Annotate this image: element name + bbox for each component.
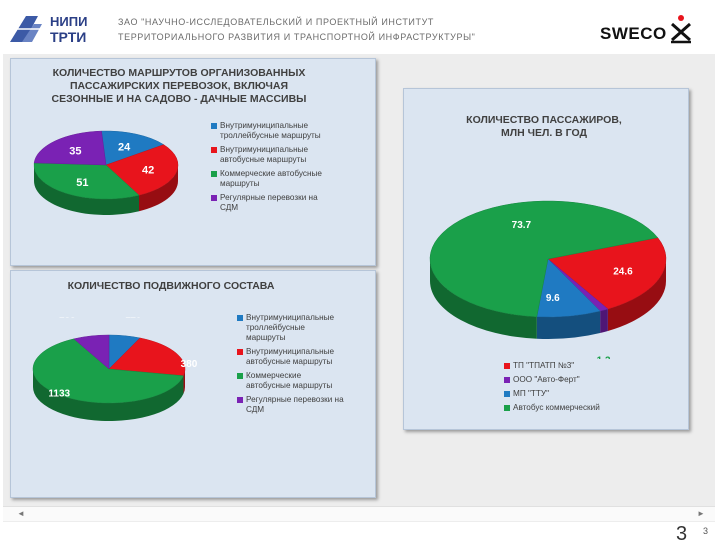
legend-swatch-blue (504, 391, 510, 397)
pie-slice (73, 334, 110, 370)
legend-swatch-blue (237, 315, 243, 321)
routes-chart-panel: КОЛИЧЕСТВО МАРШРУТОВ ОРГАНИЗОВАННЫХ ПАСС… (10, 58, 376, 266)
passengers-chart-title: КОЛИЧЕСТВО ПАССАЖИРОВ, МЛН ЧЕЛ. В ГОД (424, 114, 664, 140)
legend-item-commercial: Коммерческие автобусные маршруты (237, 371, 372, 391)
slide-number: 3 (676, 523, 688, 545)
fleet-chart-panel: КОЛИЧЕСТВО ПОДВИЖНОГО СОСТАВА 118 380 1133… (10, 270, 376, 498)
pie-slice (547, 237, 667, 310)
pie-slice (33, 130, 107, 166)
legend-swatch-red (504, 363, 510, 369)
pie-slice-side (34, 165, 140, 215)
pie-slice-side (536, 311, 601, 339)
sweco-emblem-icon (671, 15, 691, 44)
fleet-pie-chart: 118 380 1133 135 (32, 317, 198, 421)
legend-swatch-purple (211, 195, 217, 201)
legend-swatch-purple (237, 397, 243, 403)
scroll-right-arrow-icon[interactable]: ► (697, 509, 705, 518)
legend-item-commercial-bus: Автобус коммерческий (504, 403, 674, 413)
legend-swatch-red (237, 349, 243, 355)
passengers-legend: ТП "ТПАТП №3" ООО "Авто-Ферт" МП "ТТУ" А… (504, 361, 674, 417)
pie-slice-side (600, 308, 608, 334)
legend-swatch-green (504, 405, 510, 411)
pie-value-label: 118 (125, 317, 142, 320)
pie-value-label: 24 (118, 141, 131, 153)
org-line-1: ЗАО "НАУЧНО-ИССЛЕДОВАТЕЛЬСКИЙ И ПРОЕКТНЫ… (118, 17, 435, 27)
pie-value-label: 1.3 (597, 356, 611, 359)
routes-title-line-3: СЕЗОННЫЕ И НА САДОВО - ДАЧНЫЕ МАССИВЫ (51, 93, 307, 105)
org-line-2: ТЕРРИТОРИАЛЬНОГО РАЗВИТИЯ И ТРАНСПОРТНОЙ… (118, 32, 476, 42)
organization-name: ЗАО "НАУЧНО-ИССЛЕДОВАТЕЛЬСКИЙ И ПРОЕКТНЫ… (118, 15, 475, 45)
legend-item-avto-fert: ООО "Авто-Ферт" (504, 375, 674, 385)
fleet-legend: Внутримуниципальные троллейбусные маршруты… (237, 313, 372, 419)
pie-value-label: 35 (69, 146, 81, 158)
legend-swatch-purple (504, 377, 510, 383)
horizontal-scrollbar[interactable]: ◄ ► (3, 506, 715, 521)
nipi-trti-logo: НИПИ ТРТИ (8, 12, 103, 46)
pie-value-label: 1133 (48, 389, 70, 400)
legend-item-trolleybus: Внутримуниципальные троллейбусные маршрут… (211, 121, 371, 141)
pie-value-label: 380 (181, 359, 198, 370)
passengers-title-line-1: КОЛИЧЕСТВО ПАССАЖИРОВ, (466, 114, 622, 126)
sweco-logo: SWECO (600, 14, 696, 46)
passengers-title-line-2: МЛН ЧЕЛ. В ГОД (500, 127, 588, 139)
fleet-title-line-1: КОЛИЧЕСТВО ПОДВИЖНОГО СОСТАВА (67, 280, 275, 292)
legend-item-sdm: Регулярные перевозки на СДМ (211, 193, 371, 213)
pie-value-label: 73.7 (512, 220, 532, 231)
pie-slice-side (430, 259, 537, 339)
pie-value-label: 24.6 (613, 266, 633, 277)
pie-value-label: 51 (76, 177, 88, 189)
pie-slice (33, 162, 140, 200)
routes-pie-chart: 24 42 51 35 (33, 130, 179, 215)
pie-slice (105, 144, 179, 196)
legend-item-ttu: МП "ТТУ" (504, 389, 674, 399)
legend-swatch-blue (211, 123, 217, 129)
routes-legend: Внутримуниципальные троллейбусные маршрут… (211, 121, 371, 217)
scroll-left-arrow-icon[interactable]: ◄ (17, 509, 25, 518)
pie-value-label: 42 (142, 165, 154, 177)
pie-slice (101, 130, 165, 166)
legend-swatch-green (211, 171, 217, 177)
legend-item-commercial: Коммерческие автобусные маршруты (211, 169, 371, 189)
passengers-pie-chart: 24.6 1.3 9.6 73.7 (429, 200, 667, 359)
page-number: 3 (703, 526, 709, 536)
routes-title-line-2: ПАССАЖИРСКИХ ПЕРЕВОЗОК, ВКЛЮЧАЯ (69, 80, 289, 92)
pie-value-label: 9.6 (546, 293, 560, 304)
pie-slice (32, 338, 184, 404)
legend-item-sdm: Регулярные перевозки на СДМ (237, 395, 372, 415)
sweco-brand-text: SWECO (600, 24, 667, 43)
legend-item-tpatp: ТП "ТПАТП №3" (504, 361, 674, 371)
fleet-chart-title: КОЛИЧЕСТВО ПОДВИЖНОГО СОСТАВА (31, 280, 311, 293)
pie-slice-side (33, 369, 184, 421)
legend-item-trolleybus: Внутримуниципальные троллейбусные маршруты (237, 313, 372, 343)
slide-header: НИПИ ТРТИ ЗАО "НАУЧНО-ИССЛЕДОВАТЕЛЬСКИЙ … (0, 0, 720, 50)
passengers-chart-panel: КОЛИЧЕСТВО ПАССАЖИРОВ, МЛН ЧЕЛ. В ГОД 24… (403, 88, 689, 430)
legend-item-bus: Внутримуниципальные автобусные маршруты (211, 145, 371, 165)
pie-slice-side (607, 259, 666, 331)
pie-slice (429, 200, 659, 317)
pie-slice-side (139, 165, 178, 212)
logo-bottom-text: ТРТИ (50, 29, 86, 45)
routes-chart-title: КОЛИЧЕСТВО МАРШРУТОВ ОРГАНИЗОВАННЫХ ПАСС… (29, 67, 329, 106)
legend-swatch-green (237, 373, 243, 379)
logo-top-text: НИПИ (50, 14, 87, 29)
routes-title-line-1: КОЛИЧЕСТВО МАРШРУТОВ ОРГАНИЗОВАННЫХ (52, 67, 306, 79)
pie-value-label: 135 (59, 317, 76, 321)
nipi-trti-logo-icon: НИПИ ТРТИ (8, 14, 87, 45)
legend-swatch-red (211, 147, 217, 153)
legend-item-bus: Внутримуниципальные автобусные маршруты (237, 347, 372, 367)
pie-slice (108, 337, 186, 377)
